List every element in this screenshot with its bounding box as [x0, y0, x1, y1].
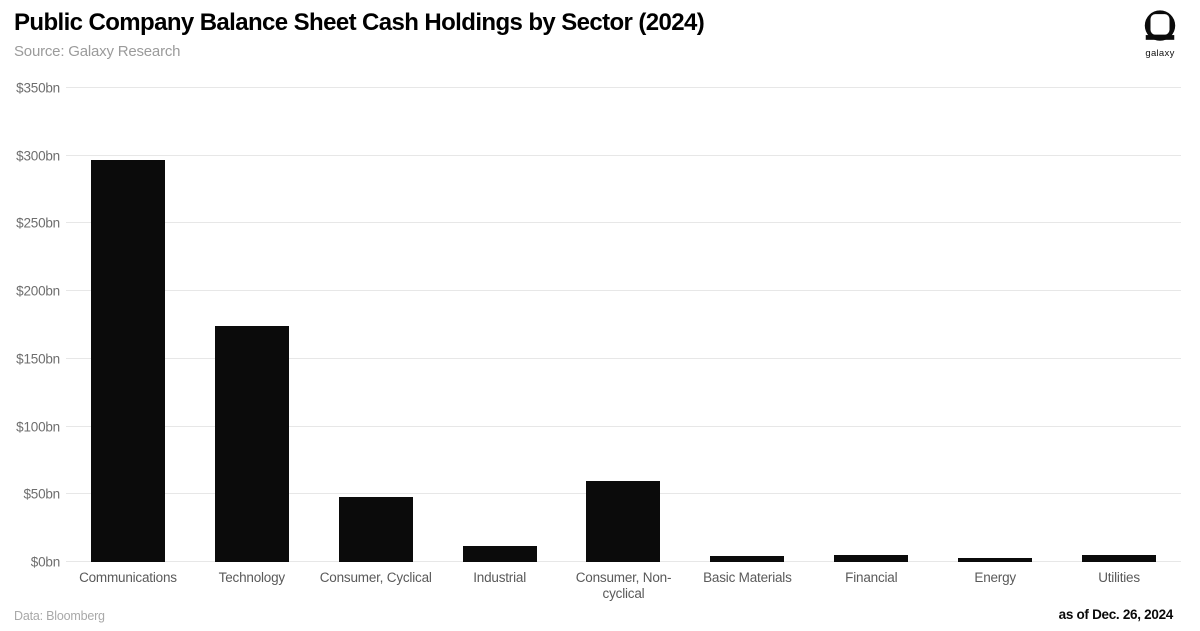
x-axis: Communications Technology Consumer, Cyclic… [66, 570, 1181, 602]
bar-financial [834, 554, 909, 562]
bar-slot-consumer-non-cyclical [562, 88, 686, 562]
y-tick-label-350: $350bn [16, 80, 60, 96]
bar-utilities [1082, 555, 1157, 562]
bar-communications [90, 159, 165, 562]
galaxy-logo-icon [1144, 10, 1176, 41]
galaxy-logo-wordmark: galaxy [1145, 48, 1175, 59]
y-tick-label-250: $250bn [16, 215, 60, 231]
x-tick-label-technology: Technology [218, 570, 286, 585]
bar-basic-materials [710, 555, 785, 562]
x-tick-label-consumer-non-cyclical: Consumer, Non-cyclical [575, 570, 672, 601]
x-tick-label-industrial: Industrial [473, 570, 526, 585]
bar-slot-technology [190, 88, 314, 562]
y-axis: $0bn $50bn $100bn $150bn $200bn $250bn $300bn $… [0, 81, 60, 570]
bar-slot-financial [809, 88, 933, 562]
gridline-300 [66, 154, 1181, 156]
x-tick-label-consumer-cyclical: Consumer, Cyclical [319, 570, 432, 585]
chart-title: Public Company Balance Sheet Cash Holdin… [14, 9, 705, 36]
gridline-100 [66, 425, 1181, 427]
bar-slot-basic-materials [685, 88, 809, 562]
x-tick-label-financial: Financial [845, 570, 898, 585]
y-tick-label-50: $50bn [23, 486, 60, 502]
bar-consumer-cyclical [338, 497, 413, 562]
gridline-350 [66, 87, 1181, 88]
bar-slot-industrial [438, 88, 562, 562]
y-tick-label-100: $100bn [16, 419, 60, 435]
plot-area [66, 87, 1181, 562]
gridline-150 [66, 357, 1181, 359]
bar-industrial [462, 545, 537, 562]
y-tick-label-0: $0bn [30, 554, 60, 570]
galaxy-logo: galaxy [1136, 8, 1184, 59]
bar-consumer-non-cyclical [586, 480, 661, 562]
x-tick-label-communications: Communications [79, 570, 177, 585]
bar-technology [214, 326, 289, 562]
chart-subtitle: Source: Galaxy Research [14, 43, 181, 60]
x-tick-label-basic-materials: Basic Materials [703, 570, 792, 585]
bar-slot-utilities [1057, 88, 1181, 562]
y-tick-label-150: $150bn [16, 351, 60, 367]
x-tick-label-energy: Energy [974, 570, 1016, 585]
gridline-250 [66, 222, 1181, 224]
bar-slot-consumer-cyclical [314, 88, 438, 562]
y-tick-label-300: $300bn [16, 148, 60, 164]
x-tick-label-utilities: Utilities [1098, 570, 1140, 585]
bar-slot-communications [66, 88, 190, 562]
bar-energy [958, 557, 1033, 562]
as-of-date: as of Dec. 26, 2024 [1058, 607, 1174, 622]
gridline-200 [66, 290, 1181, 292]
bar-slot-energy [933, 88, 1057, 562]
data-source-note: Data: Bloomberg [14, 609, 105, 623]
y-tick-label-200: $200bn [16, 283, 60, 299]
